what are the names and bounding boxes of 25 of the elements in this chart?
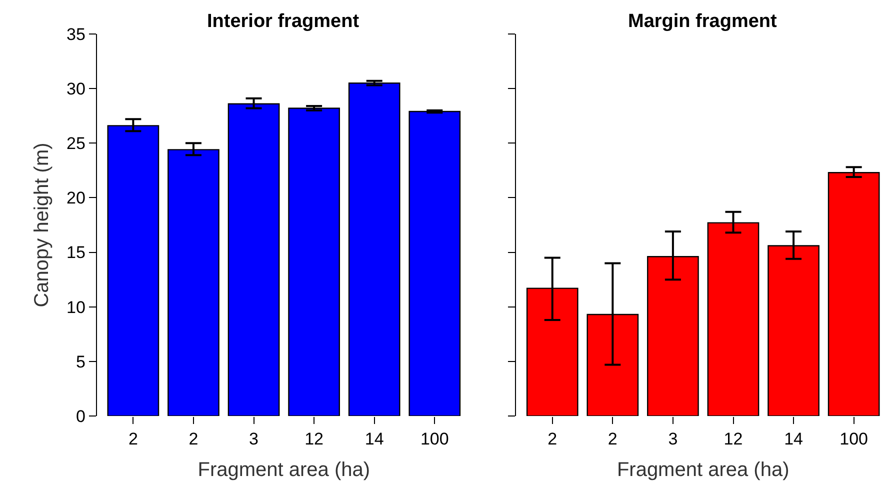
y-tick-label: 20 xyxy=(66,188,86,208)
x-tick-label: 100 xyxy=(840,429,868,448)
chart-title: Interior fragment xyxy=(207,11,360,32)
y-tick-label: 30 xyxy=(66,80,86,99)
y-tick-label: 15 xyxy=(66,243,86,262)
y-axis-title: Canopy height (m) xyxy=(31,142,54,308)
x-tick-label: 14 xyxy=(364,429,384,448)
x-tick-label: 3 xyxy=(668,429,678,448)
x-axis-title: Fragment area (ha) xyxy=(616,458,790,481)
y-tick-label: 25 xyxy=(66,134,86,154)
y-tick-label: 10 xyxy=(66,298,86,317)
y-tick-label: 35 xyxy=(66,24,86,44)
chart-title: Margin fragment xyxy=(628,11,778,32)
x-tick-label: 2 xyxy=(548,429,558,448)
x-tick-label: 3 xyxy=(249,429,258,448)
x-tick-label: 100 xyxy=(420,429,449,448)
x-tick-label: 2 xyxy=(608,429,618,448)
x-tick-label: 12 xyxy=(724,429,743,448)
x-tick-label: 12 xyxy=(304,429,324,448)
y-tick-label: 5 xyxy=(76,352,86,372)
x-axis-title: Fragment area (ha) xyxy=(198,458,370,481)
x-tick-label: 2 xyxy=(188,429,198,448)
x-tick-label: 14 xyxy=(784,429,803,448)
y-tick-label: 0 xyxy=(76,406,86,426)
x-tick-label: 2 xyxy=(128,429,138,448)
